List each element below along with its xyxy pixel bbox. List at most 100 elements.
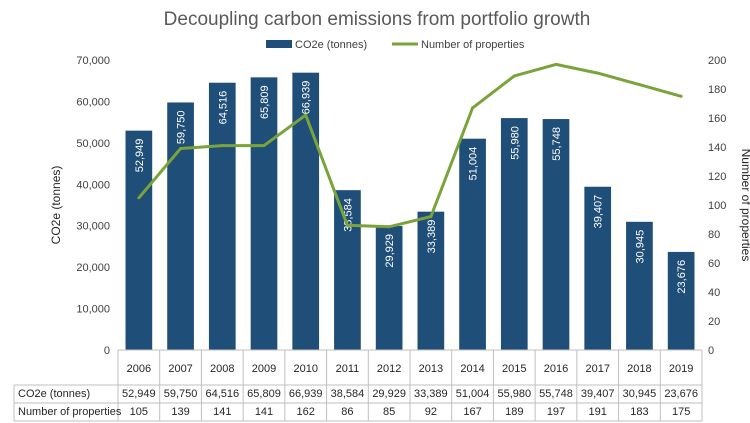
x-tick-label: 2018 (627, 363, 651, 375)
bar (542, 119, 570, 350)
bar-data-label: 52,949 (134, 139, 146, 173)
y-tick-label: 50,000 (76, 138, 110, 150)
bar (167, 102, 194, 350)
bar (208, 82, 236, 351)
table-cell: 139 (171, 406, 189, 418)
table-cell: 162 (297, 406, 315, 418)
table-cell: 65,809 (247, 388, 281, 400)
y2-tick-label: 180 (708, 84, 726, 96)
table-cell: 52,949 (122, 388, 156, 400)
y-tick-label: 10,000 (76, 304, 110, 316)
x-tick-label: 2015 (502, 363, 526, 375)
table-cell: 191 (589, 406, 607, 418)
bar-data-label: 33,389 (426, 220, 438, 254)
left-axis: 0 10,000 20,000 30,000 40,000 50,000 60,000 70,… (76, 55, 110, 357)
table-cell: 38,584 (331, 388, 365, 400)
table-cell: 86 (341, 406, 353, 418)
bar (626, 221, 653, 350)
y-tick-label: 70,000 (76, 55, 110, 67)
bar-data-label: 64,516 (217, 91, 229, 125)
table-cell: 189 (505, 406, 523, 418)
table-cell: 55,748 (539, 388, 573, 400)
table-cell: 66,939 (289, 388, 323, 400)
x-tick-label: 2010 (293, 363, 317, 375)
y-axis-title: CO2e (tonnes) (49, 166, 63, 245)
y2-tick-label: 60 (708, 258, 720, 270)
bar-data-label: 65,809 (259, 85, 271, 119)
legend-label-co2e: CO2e (tonnes) (295, 39, 367, 51)
legend-swatch-co2e (266, 40, 292, 48)
bar (250, 77, 278, 350)
y-tick-label: 20,000 (76, 262, 110, 274)
table-cell: 141 (213, 406, 231, 418)
x-tick-label: 2011 (336, 363, 360, 375)
bar-data-label: 66,939 (301, 81, 313, 115)
bar-data-label: 51,004 (468, 147, 480, 181)
properties-line (137, 62, 682, 229)
legend: CO2e (tonnes) Number of properties (266, 39, 525, 51)
line-point (137, 196, 141, 200)
legend-label-properties: Number of properties (421, 39, 525, 51)
x-tick-label: 2009 (252, 363, 276, 375)
line-point (429, 215, 433, 219)
y-tick-label: 40,000 (76, 179, 110, 191)
bar-data-label: 23,676 (676, 260, 688, 294)
bar (125, 130, 153, 350)
x-tick-label: 2007 (168, 363, 192, 375)
y2-axis-title: Number of properties (739, 149, 750, 262)
y2-tick-label: 80 (708, 229, 720, 241)
table-cell: 30,945 (623, 388, 657, 400)
bar (500, 118, 528, 350)
y2-tick-label: 160 (708, 113, 726, 125)
table-row-header: Number of properties (18, 406, 122, 418)
line-point (554, 62, 558, 66)
line-point (679, 94, 683, 98)
bar-data-label: 39,407 (593, 195, 605, 229)
x-tick-label: 2014 (460, 363, 484, 375)
bar (417, 211, 445, 350)
line-point (596, 71, 600, 75)
y2-tick-label: 120 (708, 171, 726, 183)
data-table: 2006 2007 2008 2009 2010 2011 2012 2013 2014 2015… (13, 349, 703, 422)
x-tick-label: 2017 (585, 363, 609, 375)
bar (334, 190, 361, 350)
table-cell: 39,407 (581, 388, 615, 400)
line-point (304, 113, 308, 117)
x-tick-label: 2016 (544, 363, 568, 375)
table-cell: 64,516 (205, 388, 239, 400)
line-point (262, 144, 266, 148)
x-tick-label: 2012 (377, 363, 401, 375)
line-point (387, 225, 391, 229)
x-tick-label: 2013 (419, 363, 443, 375)
bar (667, 251, 695, 350)
bar-data-label: 30,945 (634, 230, 646, 264)
table-cell: 59,750 (164, 388, 198, 400)
table-cell: 197 (547, 406, 565, 418)
table-cell: 92 (425, 406, 437, 418)
y-tick-label: 60,000 (76, 96, 110, 108)
y2-tick-label: 200 (708, 55, 726, 67)
table-row-header: CO2e (tonnes) (18, 388, 90, 400)
table-cell: 183 (630, 406, 648, 418)
y2-tick-label: 140 (708, 142, 726, 154)
table-cell: 29,929 (372, 388, 406, 400)
x-tick-label: 2006 (127, 363, 151, 375)
table-cell: 167 (463, 406, 481, 418)
y2-tick-label: 0 (708, 345, 714, 357)
bar (375, 226, 403, 350)
table-cell: 23,676 (664, 388, 698, 400)
line-point (345, 223, 349, 227)
bar-data-label: 55,748 (551, 127, 563, 161)
table-cell: 55,980 (497, 388, 531, 400)
y2-tick-label: 100 (708, 200, 726, 212)
bar (584, 186, 612, 350)
line-point (471, 106, 475, 110)
x-tick-label: 2019 (669, 363, 693, 375)
bar-data-label: 55,980 (509, 126, 521, 160)
table-cell: 175 (672, 406, 690, 418)
table-cell: 141 (255, 406, 273, 418)
chart-title: Decoupling carbon emissions from portfol… (164, 9, 591, 30)
table-cell: 85 (383, 406, 395, 418)
